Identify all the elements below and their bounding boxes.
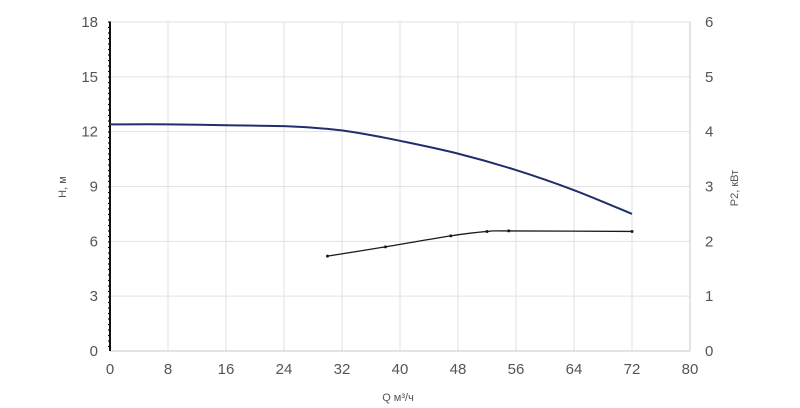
- power-data-point: [449, 234, 453, 238]
- x-tick-label: 0: [106, 361, 114, 378]
- power-data-point: [384, 245, 387, 249]
- power-data-point: [326, 254, 329, 258]
- y2-tick-label: 2: [705, 233, 713, 250]
- y2-tick-label: 5: [705, 69, 713, 86]
- x-tick-label: 48: [450, 361, 467, 378]
- y2-tick-label: 4: [705, 124, 713, 141]
- y2-tick-label: 6: [705, 14, 713, 31]
- head-h-curve: [109, 123, 633, 215]
- power-p2-curve: [327, 230, 633, 257]
- x-tick-labels: 0 8 16 24 32 40 48 56 64 72 80: [106, 361, 699, 378]
- power-data-point: [507, 229, 511, 233]
- y2-axis-title: P2, кВт: [729, 170, 741, 206]
- y-tick-label: 9: [90, 179, 98, 196]
- y-tick-label: 3: [90, 288, 98, 305]
- series-layer: [109, 123, 634, 258]
- grid-lines: [109, 21, 691, 352]
- x-tick-label: 16: [218, 361, 235, 378]
- x-tick-label: 64: [566, 361, 583, 378]
- x-tick-label: 8: [164, 361, 172, 378]
- y2-tick-label: 0: [705, 343, 713, 360]
- y-tick-label: 6: [90, 233, 98, 250]
- x-tick-label: 40: [392, 361, 409, 378]
- y-tick-label: 12: [81, 124, 98, 141]
- power-data-point: [485, 229, 489, 233]
- x-tick-label: 56: [508, 361, 525, 378]
- y2-tick-label: 1: [705, 288, 713, 305]
- y-axis-title: H, м: [57, 176, 69, 198]
- y2-tick-labels: 0 1 2 3 4 5 6: [705, 14, 713, 360]
- x-tick-label: 24: [276, 361, 293, 378]
- y-tick-labels: 0 3 6 9 12 15 18: [81, 14, 98, 360]
- y-tick-label: 18: [81, 14, 98, 31]
- y2-tick-label: 3: [705, 179, 713, 196]
- x-axis-title: Q м³/ч: [382, 392, 414, 404]
- y-tick-label: 15: [81, 69, 98, 86]
- x-tick-label: 32: [334, 361, 351, 378]
- x-tick-label: 80: [682, 361, 699, 378]
- y-tick-label: 0: [90, 343, 98, 360]
- axes: [108, 21, 691, 352]
- x-tick-label: 72: [624, 361, 641, 378]
- power-data-point: [630, 229, 634, 233]
